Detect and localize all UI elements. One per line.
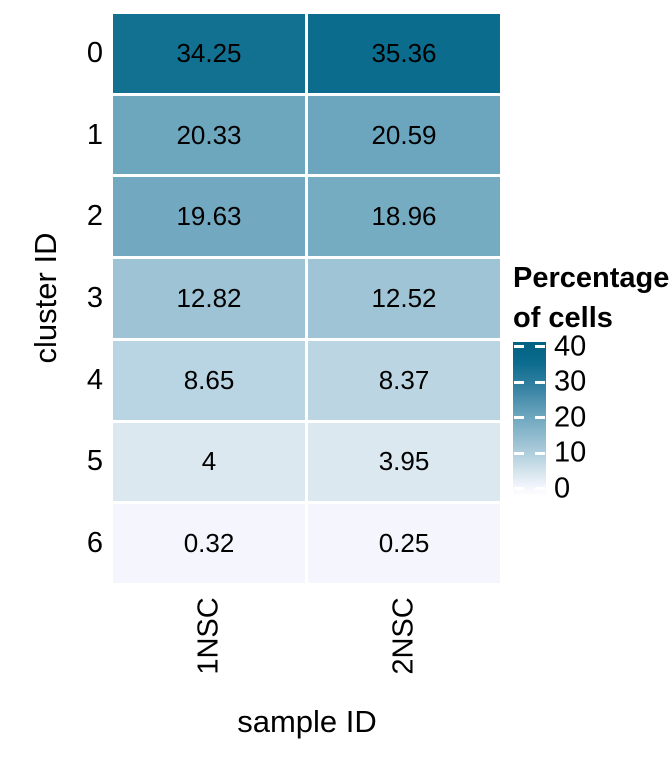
y-tick-label-6: 6 bbox=[86, 527, 103, 560]
cell-value-label: 8.65 bbox=[183, 364, 235, 395]
legend-tick-label-0: 0 bbox=[554, 472, 571, 505]
heatmap-cell-cluster0-1NSC: 34.25 bbox=[113, 14, 305, 93]
cell-value-label: 19.63 bbox=[176, 201, 242, 232]
heatmap-cell-cluster6-1NSC: 0.32 bbox=[113, 504, 305, 583]
x-tick-label-1NSC: 1NSC bbox=[192, 597, 225, 675]
heatmap-cell-cluster2-2NSC: 18.96 bbox=[308, 177, 500, 257]
legend-tick-right bbox=[535, 416, 545, 420]
legend-title: Percentage of cells bbox=[513, 262, 670, 334]
legend-tick-right bbox=[535, 487, 545, 491]
heatmap-cell-cluster2-1NSC: 19.63 bbox=[113, 177, 305, 257]
cell-value-label: 0.25 bbox=[378, 528, 430, 559]
y-tick-label-0: 0 bbox=[86, 36, 103, 69]
legend-tick-right bbox=[535, 451, 545, 455]
heatmap-grid: 34.25 35.36 20.33 20.59 19.63 18.96 12.82 12.52… bbox=[113, 14, 500, 583]
cell-value-label: 12.52 bbox=[371, 282, 437, 313]
heatmap-cell-cluster5-2NSC: 3.95 bbox=[308, 422, 500, 502]
cell-value-label: 3.95 bbox=[378, 446, 430, 477]
cell-value-label: 34.25 bbox=[176, 37, 242, 68]
heatmap-cell-cluster1-1NSC: 20.33 bbox=[113, 95, 305, 175]
cell-value-label: 4 bbox=[201, 446, 217, 477]
cell-value-label: 20.33 bbox=[176, 119, 242, 150]
y-tick-label-4: 4 bbox=[86, 363, 103, 396]
cell-value-label: 35.36 bbox=[371, 37, 437, 68]
heatmap-cell-cluster3-1NSC: 12.82 bbox=[113, 259, 305, 338]
heatmap-cell-cluster6-2NSC: 0.25 bbox=[308, 504, 500, 583]
legend-tick-right bbox=[535, 345, 545, 349]
cell-value-label: 0.32 bbox=[183, 528, 235, 559]
heatmap-cell-cluster0-2NSC: 35.36 bbox=[308, 14, 500, 93]
y-tick-label-5: 5 bbox=[86, 445, 103, 478]
legend-tick-left bbox=[514, 487, 524, 491]
cell-value-label: 8.37 bbox=[378, 364, 430, 395]
legend-tick-left bbox=[514, 380, 524, 384]
heatmap-cell-cluster4-1NSC: 8.65 bbox=[113, 340, 305, 420]
y-tick-label-3: 3 bbox=[86, 281, 103, 314]
cell-value-label: 18.96 bbox=[371, 201, 437, 232]
heatmap-cell-cluster5-1NSC: 4 bbox=[113, 422, 305, 502]
legend-tick-left bbox=[514, 416, 524, 420]
heatmap-cell-cluster3-2NSC: 12.52 bbox=[308, 259, 500, 338]
legend-tick-label-40: 40 bbox=[554, 330, 587, 363]
cell-value-label: 12.82 bbox=[176, 282, 242, 313]
legend-tick-label-10: 10 bbox=[554, 436, 587, 469]
legend-tick-left bbox=[514, 451, 524, 455]
heatmap-cell-cluster4-2NSC: 8.37 bbox=[308, 340, 500, 420]
x-axis-title: sample ID bbox=[237, 704, 377, 739]
y-tick-label-1: 1 bbox=[86, 118, 103, 151]
cell-value-label: 20.59 bbox=[371, 119, 437, 150]
legend-tick-label-20: 20 bbox=[554, 401, 587, 434]
legend-tick-label-30: 30 bbox=[554, 365, 587, 398]
legend-tick-right bbox=[535, 380, 545, 384]
heatmap-cell-cluster1-2NSC: 20.59 bbox=[308, 95, 500, 175]
legend-tick-left bbox=[514, 345, 524, 349]
y-tick-label-2: 2 bbox=[86, 200, 103, 233]
x-tick-label-2NSC: 2NSC bbox=[387, 597, 420, 675]
